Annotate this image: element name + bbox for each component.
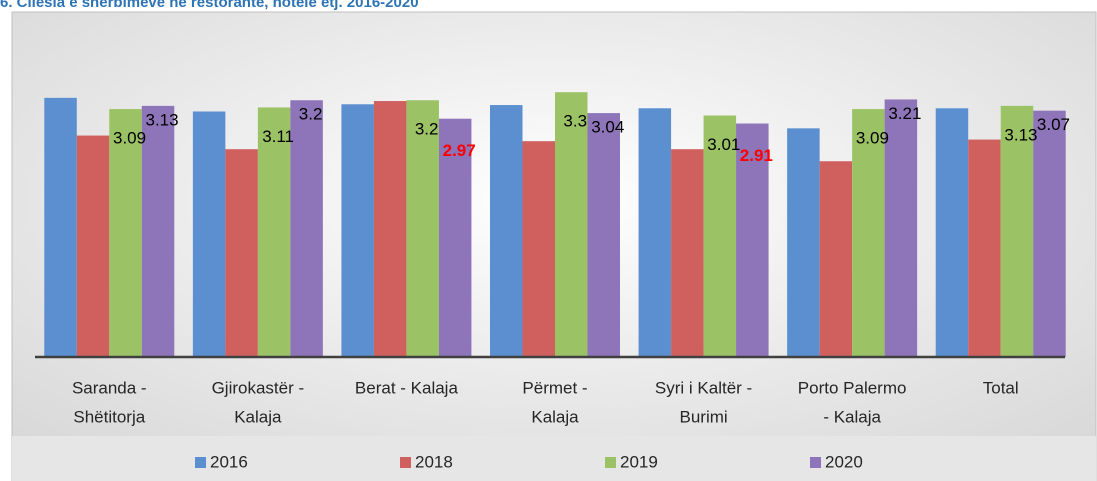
x-tick-label: Porto Palermo xyxy=(798,378,907,397)
data-label: 3.2 xyxy=(415,120,439,139)
legend-swatch xyxy=(810,457,821,468)
legend-label: 2019 xyxy=(620,452,658,471)
x-tick-label: Kalaja xyxy=(234,407,282,426)
data-label: 3.07 xyxy=(1037,115,1070,134)
bar xyxy=(290,100,323,358)
data-label: 3.21 xyxy=(888,104,921,123)
legend-swatch xyxy=(400,457,411,468)
bar xyxy=(522,141,555,357)
bar xyxy=(968,139,1001,357)
x-tick-label: Përmet - xyxy=(522,378,587,397)
bar xyxy=(225,149,258,357)
x-tick-label: Syri i Kaltër - xyxy=(655,378,752,397)
chart-title: 6. Cilësia e shërbimeve në restorante, h… xyxy=(0,0,419,11)
bar xyxy=(671,149,704,357)
bar xyxy=(109,109,142,358)
data-label: 2.91 xyxy=(740,146,773,165)
data-label: 3.11 xyxy=(262,127,294,146)
data-label: 3.09 xyxy=(113,129,146,148)
data-label: 3.13 xyxy=(1004,125,1037,144)
x-tick-label: Berat - Kalaja xyxy=(355,378,459,397)
bar xyxy=(884,99,918,357)
bar xyxy=(587,113,620,358)
bar xyxy=(141,105,175,357)
legend-swatch xyxy=(195,457,206,468)
bar xyxy=(1033,110,1066,358)
bar xyxy=(703,115,737,357)
bar xyxy=(490,105,523,358)
legend-label: 2018 xyxy=(415,452,453,471)
x-tick-label: Kalaja xyxy=(531,407,579,426)
data-label: 2.97 xyxy=(443,141,476,160)
data-label: 3.01 xyxy=(707,135,740,154)
data-label: 3.09 xyxy=(856,129,889,148)
bar xyxy=(787,128,820,357)
legend-label: 2016 xyxy=(210,452,248,471)
bar xyxy=(1000,105,1034,357)
bar xyxy=(935,108,969,357)
bar xyxy=(555,92,588,358)
bar xyxy=(406,100,439,358)
x-tick-label: Gjirokastër - xyxy=(212,378,305,397)
bar xyxy=(76,135,110,357)
data-label: 3.3 xyxy=(563,112,587,131)
legend-label: 2020 xyxy=(825,452,863,471)
bar xyxy=(44,97,77,357)
bar xyxy=(819,161,853,357)
data-label: 3.13 xyxy=(145,110,178,129)
bar xyxy=(638,108,672,357)
bar xyxy=(438,118,472,357)
bar xyxy=(736,123,769,357)
data-label: 3.2 xyxy=(299,105,323,124)
x-tick-label: Saranda - xyxy=(72,378,147,397)
x-tick-label: Burimi xyxy=(679,407,727,426)
x-tick-label: Total xyxy=(983,378,1019,397)
legend-swatch xyxy=(605,457,616,468)
data-label: 3.04 xyxy=(591,118,624,137)
bar xyxy=(373,101,407,357)
bar xyxy=(341,104,374,357)
x-tick-label: Shëtitorja xyxy=(73,407,145,426)
legend-box xyxy=(12,436,1096,481)
bar xyxy=(852,109,885,358)
x-tick-label: - Kalaja xyxy=(823,407,881,426)
bar xyxy=(257,107,291,357)
bar xyxy=(192,111,226,357)
